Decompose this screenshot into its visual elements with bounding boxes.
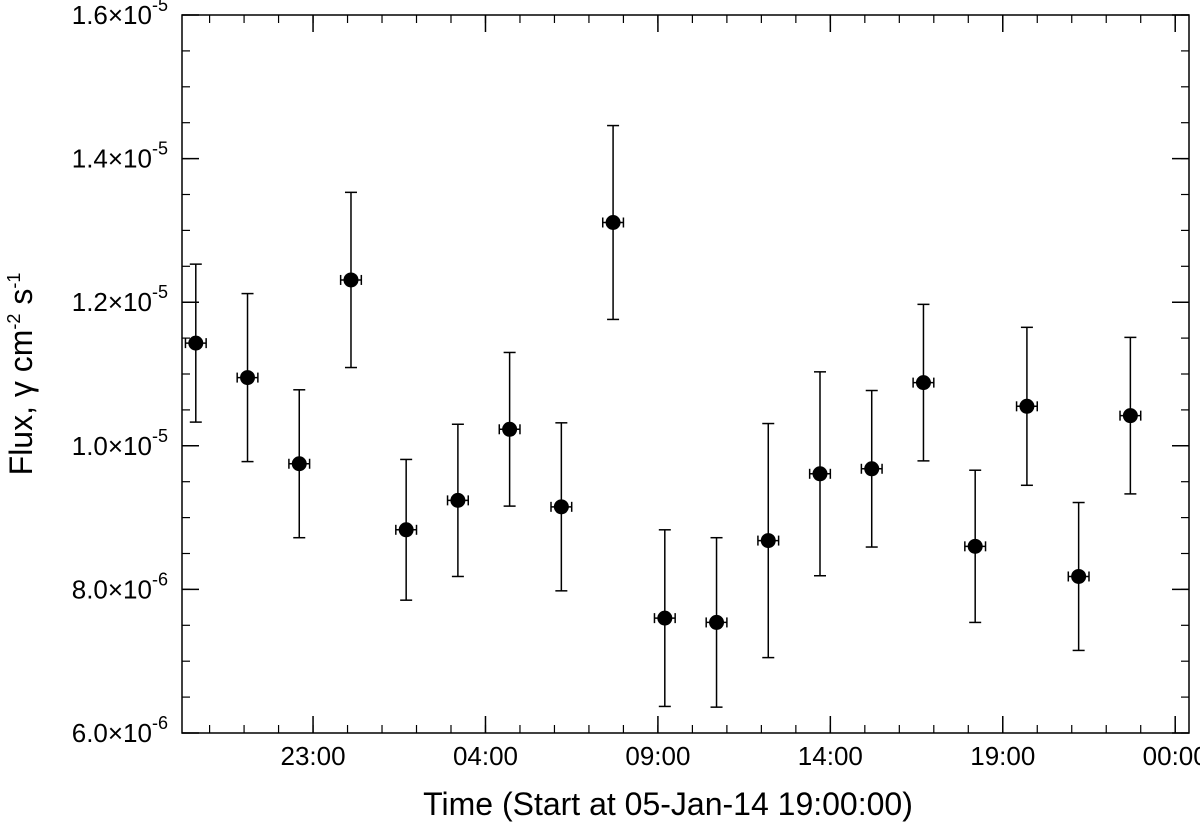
y-tick-mantissa: 1.6×10: [72, 0, 152, 30]
y-tick-mantissa: 8.0×10: [72, 574, 152, 604]
x-tick-label: 19:00: [970, 741, 1035, 771]
y-tick-labels: 6.0×10-68.0×10-61.0×10-51.2×10-51.4×10-5…: [72, 0, 168, 748]
y-tick-exponent: -5: [152, 139, 168, 159]
data-point: [502, 421, 518, 437]
x-tick-labels: 23:00 04:00 09:00 14:00 19:00 00:00: [281, 741, 1200, 771]
y-tick-exponent: -5: [152, 426, 168, 446]
data-point: [343, 272, 359, 288]
data-point: [864, 461, 880, 477]
data-point: [240, 370, 256, 386]
data-point: [188, 335, 204, 351]
y-tick-label: 1.2×10-5: [72, 282, 168, 317]
data-point: [760, 533, 776, 549]
x-tick-label: 04:00: [453, 741, 518, 771]
y-tick-label: 6.0×10-6: [72, 713, 168, 748]
y-axis-title-gamma: γ: [3, 381, 39, 397]
x-tick-label: 23:00: [281, 741, 346, 771]
y-axis-title-s-exp: -1: [4, 273, 24, 289]
y-tick-label: 1.4×10-5: [72, 139, 168, 174]
y-tick-mantissa: 6.0×10: [72, 718, 152, 748]
y-tick-mantissa: 1.0×10: [72, 431, 152, 461]
y-tick-exponent: -5: [152, 0, 168, 15]
data-point: [291, 456, 307, 472]
data-point: [1019, 398, 1035, 414]
data-point: [450, 492, 466, 508]
data-point: [657, 610, 673, 626]
x-axis-title: Time (Start at 05-Jan-14 19:00:00): [423, 786, 913, 822]
x-tick-label: 09:00: [625, 741, 690, 771]
y-axis-title-cm-exp: -2: [4, 314, 24, 330]
data-point: [553, 499, 569, 515]
y-tick-exponent: -5: [152, 282, 168, 302]
y-axis-title: Flux, γ cm-2 s-1: [3, 273, 39, 476]
data-point: [915, 375, 931, 391]
y-tick-exponent: -6: [152, 713, 168, 733]
y-axis-title-prefix: Flux,: [3, 397, 39, 475]
y-axis-title-cm: cm: [3, 330, 39, 382]
x-tick-label: 00:00: [1143, 741, 1200, 771]
data-point: [1071, 568, 1087, 584]
y-tick-label: 8.0×10-6: [72, 569, 168, 604]
y-tick-label: 1.0×10-5: [72, 426, 168, 461]
axis-ticks: [182, 14, 1189, 734]
y-tick-mantissa: 1.4×10: [72, 144, 152, 174]
data-point: [1122, 408, 1138, 424]
y-tick-mantissa: 1.2×10: [72, 287, 152, 317]
data-point: [398, 522, 414, 538]
plot-frame: [181, 14, 1190, 734]
data-point: [967, 538, 983, 554]
y-axis-title-s: s: [3, 289, 39, 314]
x-tick-label: 14:00: [798, 741, 863, 771]
y-tick-exponent: -6: [152, 569, 168, 589]
y-tick-label: 1.6×10-5: [72, 0, 168, 30]
data-point: [812, 466, 828, 482]
data-point: [605, 215, 621, 231]
data-points: [184, 124, 1142, 708]
data-point: [709, 614, 725, 630]
